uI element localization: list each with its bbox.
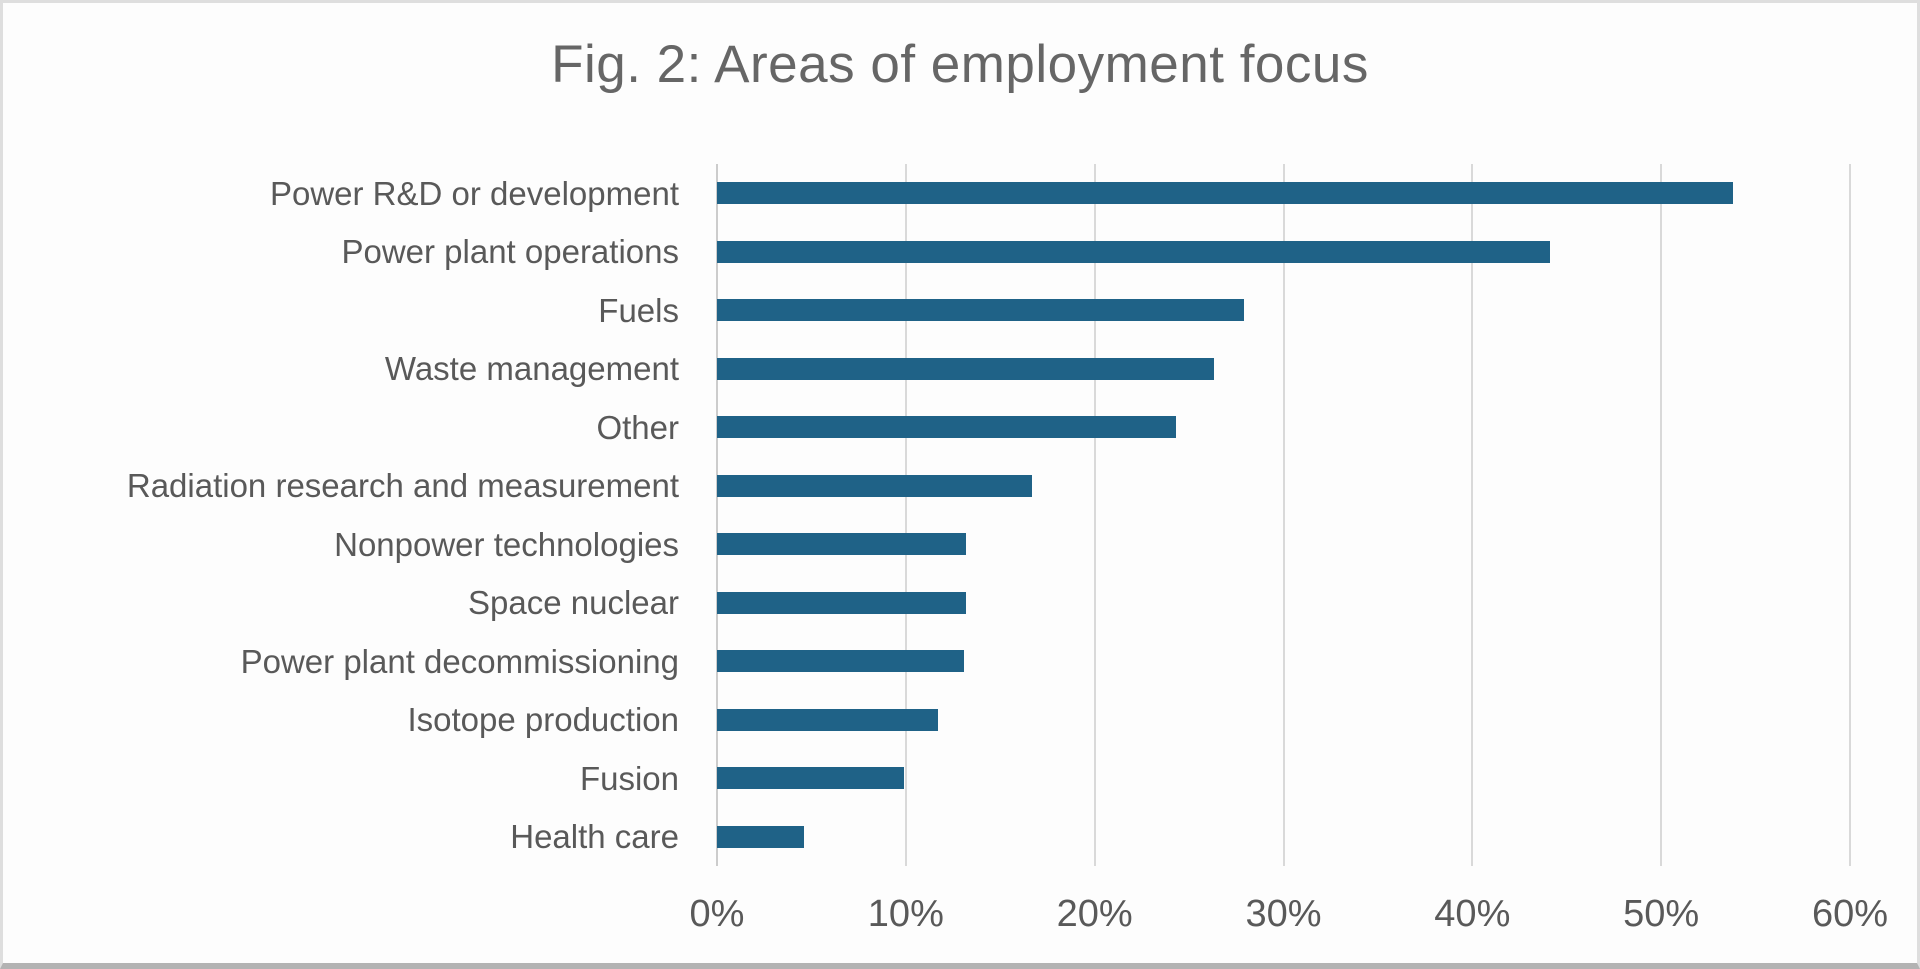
- category-label: Isotope production: [407, 701, 679, 739]
- category-label: Power R&D or development: [269, 174, 679, 212]
- bar: [717, 533, 967, 556]
- chart-row: Nonpower technologies: [3, 515, 1850, 574]
- bar-track: [717, 223, 1850, 282]
- category-label: Radiation research and measurement: [126, 467, 679, 505]
- gridline: [1660, 164, 1663, 866]
- x-axis-tick-label: 30%: [1245, 893, 1322, 935]
- category-label: Nonpower technologies: [334, 525, 679, 563]
- category-label: Power plant decommissioning: [240, 642, 679, 680]
- bar: [717, 240, 1550, 263]
- category-label: Space nuclear: [468, 584, 679, 622]
- bar-track: [717, 515, 1850, 574]
- x-axis-tick-label: 50%: [1623, 893, 1700, 935]
- chart-row: Radiation research and measurement: [3, 457, 1850, 516]
- bar-rows: Power R&D or development Power plant oper…: [3, 164, 1850, 866]
- bar: [717, 416, 1176, 439]
- bar: [717, 650, 965, 673]
- bar: [717, 591, 967, 614]
- category-label: Health care: [510, 818, 679, 856]
- chart-row: Fusion: [3, 749, 1850, 808]
- x-axis-tick-label: 10%: [867, 893, 944, 935]
- chart-row: Power plant operations: [3, 223, 1850, 282]
- chart-title: Fig. 2: Areas of employment focus: [551, 35, 1369, 94]
- gridline: [904, 164, 907, 866]
- bar-track: [717, 164, 1850, 223]
- chart-row: Health care: [3, 808, 1850, 867]
- x-axis-tick-label: 0%: [689, 893, 745, 935]
- bar: [717, 474, 1033, 497]
- category-label: Waste management: [384, 350, 679, 388]
- bar-track: [717, 749, 1850, 808]
- gridline: [1093, 164, 1096, 866]
- chart-row: Power plant decommissioning: [3, 632, 1850, 691]
- chart-row: Other: [3, 398, 1850, 457]
- plot-area: Power R&D or development Power plant oper…: [3, 164, 1888, 933]
- x-axis-tick-label: 60%: [1811, 893, 1889, 935]
- bar: [717, 767, 904, 790]
- bar: [717, 299, 1244, 322]
- gridline: [1471, 164, 1474, 866]
- gridline: [1282, 164, 1285, 866]
- gridline: [1849, 164, 1851, 866]
- bar-track: [717, 340, 1850, 399]
- x-axis-tick-label: 40%: [1434, 893, 1511, 935]
- x-axis-tick-label: 20%: [1056, 893, 1133, 935]
- bar-track: [717, 398, 1850, 457]
- bar: [717, 825, 804, 848]
- bar: [717, 708, 938, 731]
- chart-row: Power R&D or development: [3, 164, 1850, 223]
- category-label: Power plant operations: [341, 233, 679, 271]
- gridlines-layer: [716, 164, 1851, 866]
- bar: [717, 182, 1733, 205]
- bar-track: [717, 457, 1850, 516]
- bar-track: [717, 808, 1850, 867]
- category-label: Other: [596, 408, 679, 446]
- chart-row: Fuels: [3, 281, 1850, 340]
- category-label: Fuels: [598, 291, 679, 329]
- bar-track: [717, 281, 1850, 340]
- chart-row: Space nuclear: [3, 574, 1850, 633]
- bar-track: [717, 691, 1850, 750]
- bar: [717, 357, 1214, 380]
- y-axis-line: [716, 164, 718, 866]
- chart-row: Isotope production: [3, 691, 1850, 750]
- x-axis-tick-labels: 0% 10% 20% 30% 40% 50% 60%: [690, 866, 1888, 936]
- chart-row: Waste management: [3, 340, 1850, 399]
- bar-track: [717, 632, 1850, 691]
- category-label: Fusion: [579, 759, 679, 797]
- bar-track: [717, 574, 1850, 633]
